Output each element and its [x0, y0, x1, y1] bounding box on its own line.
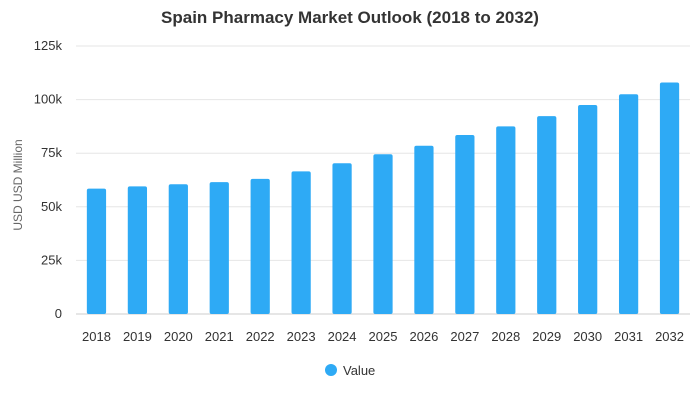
x-tick-label: 2032	[655, 329, 684, 344]
x-tick-label: 2018	[82, 329, 111, 344]
legend-label: Value	[343, 363, 375, 378]
x-tick-label: 2026	[409, 329, 438, 344]
legend[interactable]: Value	[325, 363, 375, 378]
x-tick-label: 2023	[287, 329, 316, 344]
bar-2020[interactable]	[168, 184, 188, 314]
bar-2019[interactable]	[127, 186, 148, 314]
y-tick-label: 25k	[41, 252, 62, 267]
x-tick-label: 2031	[614, 329, 643, 344]
legend-swatch	[325, 364, 337, 376]
x-tick-label: 2022	[246, 329, 275, 344]
bar-2021[interactable]	[209, 182, 229, 314]
x-tick-label: 2020	[164, 329, 193, 344]
x-tick-label: 2021	[205, 329, 234, 344]
bar-2026[interactable]	[414, 145, 434, 314]
y-tick-label: 75k	[41, 145, 62, 160]
bar-2022[interactable]	[250, 178, 270, 314]
x-tick-label: 2019	[123, 329, 152, 344]
y-tick-label: 0	[55, 306, 62, 321]
y-axis-ticks: 0 25k 50k 75k 100k 125k	[34, 38, 63, 321]
bar-2023[interactable]	[291, 171, 311, 314]
y-tick-label: 100k	[34, 92, 63, 107]
x-tick-label: 2029	[532, 329, 561, 344]
x-axis-ticks: 2018 2019 2020 2021 2022 2023 2024 2025 2026 2027…	[82, 329, 684, 344]
bar-2027[interactable]	[455, 134, 475, 314]
bar-2031[interactable]	[618, 94, 639, 315]
bar-2030[interactable]	[578, 104, 598, 315]
x-tick-label: 2028	[491, 329, 520, 344]
x-tick-label: 2024	[328, 329, 357, 344]
bar-2028[interactable]	[496, 126, 516, 315]
y-axis-title: USD USD Million	[11, 139, 25, 230]
x-tick-label: 2027	[450, 329, 479, 344]
bars	[86, 82, 680, 315]
bar-2024[interactable]	[332, 163, 352, 314]
bar-2018[interactable]	[86, 188, 107, 314]
bar-2029[interactable]	[537, 116, 557, 315]
x-tick-label: 2030	[573, 329, 602, 344]
y-tick-label: 50k	[41, 199, 62, 214]
chart-title: Spain Pharmacy Market Outlook (2018 to 2…	[161, 8, 539, 27]
bar-2025[interactable]	[373, 154, 393, 314]
x-tick-label: 2025	[369, 329, 398, 344]
y-tick-label: 125k	[34, 38, 63, 53]
bar-2032[interactable]	[659, 82, 680, 314]
